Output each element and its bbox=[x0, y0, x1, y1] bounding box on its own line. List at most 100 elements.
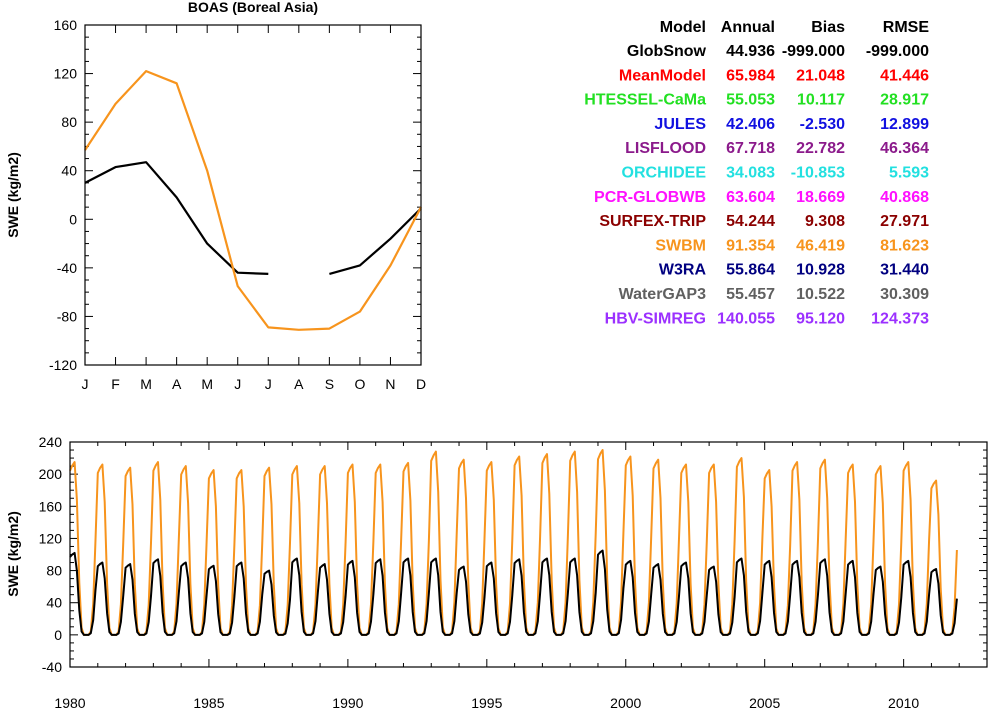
stats-row: SURFEX-TRIP 54.244 9.308 27.971 bbox=[599, 213, 929, 230]
x-tick-label: S bbox=[325, 376, 334, 392]
y-tick-label: -80 bbox=[57, 308, 77, 324]
annual-value: 55.053 bbox=[726, 92, 775, 109]
x-tick-label: J bbox=[265, 376, 272, 392]
x-tick-label: 1985 bbox=[193, 695, 224, 711]
series-line-globsnow bbox=[84, 161, 269, 275]
x-tick-label: 2010 bbox=[888, 695, 919, 711]
bias-value: 21.048 bbox=[796, 67, 845, 84]
bias-value: 18.669 bbox=[796, 189, 845, 206]
tick-labels: -40 0 40 80 120 160 200 240 1980 1985 1990 1995 2000… bbox=[39, 434, 920, 711]
x-tick-label: M bbox=[140, 376, 152, 392]
annual-value: 91.354 bbox=[726, 237, 775, 254]
annual-value: 140.055 bbox=[717, 310, 775, 327]
bias-value: -10.853 bbox=[791, 165, 845, 182]
model-name: PCR-GLOBWB bbox=[594, 189, 706, 206]
series-line-swbm bbox=[84, 69, 422, 331]
chart-title: BOAS (Boreal Asia) bbox=[188, 0, 318, 15]
annual-value: 54.244 bbox=[726, 213, 775, 230]
model-name: WaterGAP3 bbox=[619, 286, 707, 303]
y-tick-label: 0 bbox=[54, 627, 62, 643]
y-tick-label: 40 bbox=[61, 163, 77, 179]
rmse-value: 12.899 bbox=[880, 116, 929, 133]
annual-value: 55.864 bbox=[726, 262, 775, 279]
y-axis-title: SWE (kg/m2) bbox=[5, 511, 21, 597]
x-tick-label: A bbox=[172, 376, 182, 392]
header-rmse: RMSE bbox=[883, 19, 930, 36]
model-name: HBV-SIMREG bbox=[605, 310, 706, 327]
stats-row: WaterGAP3 55.457 10.522 30.309 bbox=[619, 286, 930, 303]
bias-value: 10.928 bbox=[796, 262, 845, 279]
bias-value: 22.782 bbox=[796, 140, 845, 157]
bias-value: -999.000 bbox=[782, 43, 845, 60]
bias-value: 95.120 bbox=[796, 310, 845, 327]
y-tick-label: 80 bbox=[61, 114, 77, 130]
annual-value: 65.984 bbox=[726, 67, 775, 84]
x-tick-label: J bbox=[82, 376, 89, 392]
series-line-globsnow bbox=[329, 207, 422, 275]
stats-table: Model Annual Bias RMSE GlobSnow 44.936 -99… bbox=[584, 19, 929, 327]
y-tick-label: -40 bbox=[57, 260, 77, 276]
annual-value: 67.718 bbox=[726, 140, 775, 157]
stats-row: GlobSnow 44.936 -999.000 -999.000 bbox=[627, 43, 929, 60]
model-name: SWBM bbox=[655, 237, 706, 254]
model-name: LISFLOOD bbox=[625, 140, 706, 157]
model-name: GlobSnow bbox=[627, 43, 707, 60]
stats-row: HBV-SIMREG 140.055 95.120 124.373 bbox=[605, 310, 929, 327]
x-tick-label: 1990 bbox=[332, 695, 363, 711]
header-model: Model bbox=[660, 19, 706, 36]
annual-value: 34.083 bbox=[726, 165, 775, 182]
rmse-value: 46.364 bbox=[880, 140, 929, 157]
x-tick-label: 2000 bbox=[610, 695, 641, 711]
model-name: JULES bbox=[654, 116, 706, 133]
tick-labels: -120 -80 -40 0 40 80 120 160 J F M A M J J A S O N D bbox=[49, 17, 426, 392]
x-tick-label: N bbox=[385, 376, 395, 392]
y-tick-label: 240 bbox=[39, 434, 63, 450]
y-tick-label: -120 bbox=[49, 357, 77, 373]
rmse-value: 30.309 bbox=[880, 286, 929, 303]
plot-frame bbox=[69, 441, 988, 668]
stats-row: LISFLOOD 67.718 22.782 46.364 bbox=[625, 140, 929, 157]
rmse-value: 81.623 bbox=[880, 237, 929, 254]
bias-value: 9.308 bbox=[805, 213, 845, 230]
y-tick-label: 80 bbox=[46, 563, 62, 579]
x-tick-label: 1980 bbox=[54, 695, 85, 711]
x-tick-label: A bbox=[294, 376, 304, 392]
x-tick-label: M bbox=[201, 376, 213, 392]
series-line-globsnow bbox=[69, 549, 958, 636]
rmse-value: 31.440 bbox=[880, 262, 929, 279]
y-axis-title: SWE (kg/m2) bbox=[5, 152, 21, 238]
stats-row: MeanModel 65.984 21.048 41.446 bbox=[619, 67, 929, 84]
bias-value: -2.530 bbox=[800, 116, 845, 133]
rmse-value: 5.593 bbox=[889, 165, 929, 182]
y-tick-label: -40 bbox=[42, 659, 62, 675]
series-line-swbm bbox=[69, 449, 958, 636]
model-name: HTESSEL-CaMa bbox=[584, 92, 706, 109]
bias-value: 10.522 bbox=[796, 286, 845, 303]
rmse-value: 40.868 bbox=[880, 189, 929, 206]
rmse-value: -999.000 bbox=[866, 43, 929, 60]
model-name: ORCHIDEE bbox=[622, 165, 707, 182]
y-tick-label: 40 bbox=[46, 595, 62, 611]
series-lines bbox=[84, 69, 422, 331]
stats-row: HTESSEL-CaMa 55.053 10.117 28.917 bbox=[584, 92, 929, 109]
stats-row: W3RA 55.864 10.928 31.440 bbox=[659, 262, 929, 279]
annual-value: 44.936 bbox=[726, 43, 775, 60]
annual-value: 42.406 bbox=[726, 116, 775, 133]
header-annual: Annual bbox=[721, 19, 775, 36]
model-name: W3RA bbox=[659, 262, 707, 279]
rmse-value: 27.971 bbox=[880, 213, 929, 230]
rmse-value: 28.917 bbox=[880, 92, 929, 109]
annual-value: 55.457 bbox=[726, 286, 775, 303]
timeseries-chart: SWE (kg/m2) -40 0 40 80 120 160 200 240 1980 1985… bbox=[5, 434, 988, 711]
x-tick-label: 1995 bbox=[471, 695, 502, 711]
bias-value: 10.117 bbox=[797, 92, 845, 109]
axis-ticks bbox=[84, 24, 422, 366]
series-lines bbox=[69, 449, 958, 636]
rmse-value: 41.446 bbox=[880, 67, 929, 84]
model-name: MeanModel bbox=[619, 67, 706, 84]
header-bias: Bias bbox=[811, 19, 845, 36]
y-tick-label: 0 bbox=[69, 211, 77, 227]
plot-frame bbox=[84, 24, 422, 366]
x-tick-label: O bbox=[354, 376, 365, 392]
stats-row: ORCHIDEE 34.083 -10.853 5.593 bbox=[622, 165, 930, 182]
